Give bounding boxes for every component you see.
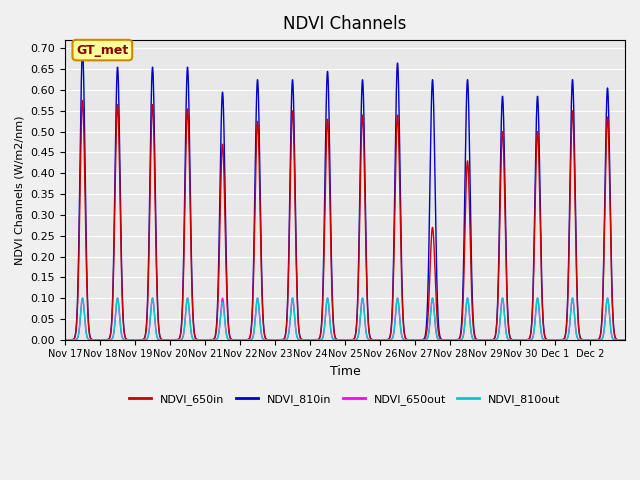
Y-axis label: NDVI Channels (W/m2/nm): NDVI Channels (W/m2/nm) [15, 115, 25, 264]
X-axis label: Time: Time [330, 365, 360, 378]
NDVI_810out [417, 337, 425, 343]
NDVI_810out [176, 337, 184, 343]
NDVI_810out [502, 328, 510, 334]
NDVI_650in [536, 189, 543, 194]
NDVI_650in [79, 97, 86, 103]
NDVI_810in [79, 48, 86, 53]
NDVI_650in [176, 335, 184, 340]
NDVI_650out [176, 337, 184, 343]
NDVI_810out [615, 337, 623, 343]
NDVI_650in [417, 337, 425, 343]
Line: NDVI_650out: NDVI_650out [65, 298, 625, 340]
NDVI_650in [615, 337, 623, 343]
Line: NDVI_650in: NDVI_650in [65, 100, 625, 340]
NDVI_810out [621, 337, 629, 343]
NDVI_650in [621, 337, 629, 343]
NDVI_650in [502, 256, 510, 262]
NDVI_810in [467, 193, 474, 199]
NDVI_650out [621, 337, 629, 343]
NDVI_650out [79, 295, 86, 301]
NDVI_810in [536, 163, 543, 169]
NDVI_810out [61, 337, 69, 343]
NDVI_810in [61, 337, 69, 343]
Line: NDVI_810out: NDVI_810out [65, 298, 625, 340]
NDVI_650out [615, 337, 623, 343]
NDVI_650out [467, 321, 474, 327]
Text: GT_met: GT_met [76, 44, 129, 57]
NDVI_650out [417, 337, 425, 343]
Line: NDVI_810in: NDVI_810in [65, 50, 625, 340]
NDVI_810in [417, 337, 425, 343]
NDVI_650out [536, 313, 543, 319]
NDVI_810out [79, 295, 86, 301]
NDVI_650out [61, 337, 69, 343]
NDVI_810in [502, 242, 510, 248]
Legend: NDVI_650in, NDVI_810in, NDVI_650out, NDVI_810out: NDVI_650in, NDVI_810in, NDVI_650out, NDV… [125, 389, 565, 409]
NDVI_810in [176, 334, 184, 340]
NDVI_810in [621, 337, 629, 343]
NDVI_810out [536, 313, 543, 319]
NDVI_810out [467, 321, 474, 327]
NDVI_650in [467, 238, 474, 244]
Title: NDVI Channels: NDVI Channels [284, 15, 406, 33]
NDVI_810in [615, 337, 623, 343]
NDVI_650out [502, 328, 510, 334]
NDVI_650in [61, 337, 69, 343]
